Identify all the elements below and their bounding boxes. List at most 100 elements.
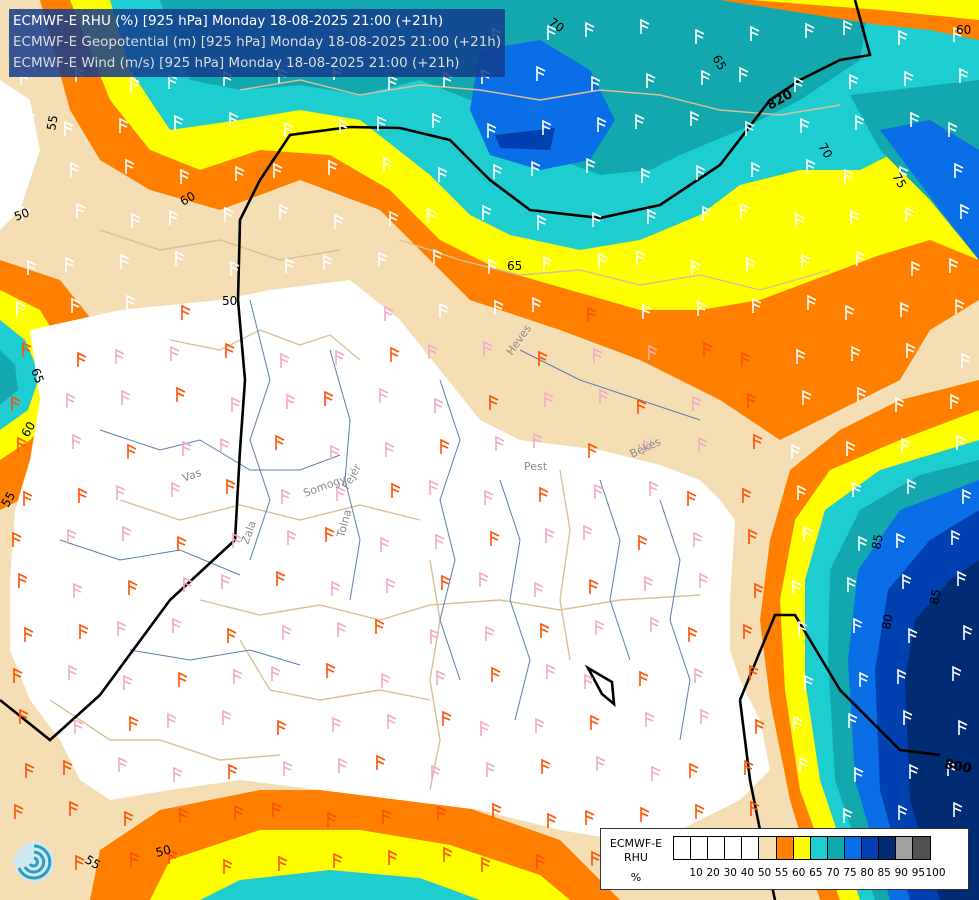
wind-barb [284, 121, 294, 137]
rhu-label-85: 85 [869, 533, 885, 550]
legend-tick-label: 95 [911, 867, 926, 879]
wind-barb [335, 349, 345, 365]
rhu-label-75: 75 [889, 171, 909, 191]
wind-barb [168, 848, 178, 864]
wind-barb [15, 164, 25, 180]
wind-barb [895, 396, 905, 412]
wind-barb [951, 529, 961, 545]
wind-barb [804, 674, 814, 690]
wind-barb [902, 573, 912, 589]
rhu-field-dry-interior [10, 280, 770, 840]
wind-barb [905, 206, 915, 222]
legend-tick-label: 30 [723, 867, 737, 879]
wind-barb [739, 66, 749, 82]
wind-barb [794, 76, 804, 92]
wind-barb [797, 484, 807, 500]
wind-barb [442, 710, 452, 726]
wind-barb [744, 759, 754, 775]
wind-barb [796, 348, 806, 364]
wind-barb [13, 667, 23, 683]
wind-barb [953, 26, 963, 42]
wind-barb [494, 299, 504, 315]
wind-barb [599, 388, 609, 404]
wind-barb [487, 122, 497, 138]
wind-barb [540, 622, 550, 638]
wind-barb [948, 121, 958, 137]
wind-barb [793, 715, 803, 731]
wind-barb [750, 800, 760, 816]
wind-barb [333, 852, 343, 868]
wind-barb [220, 437, 230, 453]
wind-barb [326, 662, 336, 678]
wind-barb [21, 205, 31, 221]
wind-barb [130, 851, 140, 867]
wind-barb [337, 621, 347, 637]
wind-barb [175, 250, 185, 266]
legend-tick-label: 100 [925, 867, 946, 879]
wind-barb [79, 623, 89, 639]
title-geopotential: ECMWF-E Geopotential (m) [925 hPa] Monda… [13, 34, 502, 50]
wind-barb [903, 709, 913, 725]
rhu-label-50c: 50 [154, 842, 172, 859]
wind-barb [439, 302, 449, 318]
wind-barb [746, 256, 756, 272]
wind-barb [329, 295, 339, 311]
wind-barb [807, 294, 817, 310]
wind-barb [854, 766, 864, 782]
wind-barb [585, 21, 595, 37]
geopotential-label-800: 800 [943, 757, 972, 776]
wind-barb [235, 165, 245, 181]
wind-barb [700, 708, 710, 724]
wind-barb [219, 301, 229, 317]
wind-barb [173, 766, 183, 782]
wind-barb [689, 762, 699, 778]
rhu-field-70-west [0, 320, 40, 430]
wind-barb [898, 29, 908, 45]
wind-barb [753, 433, 763, 449]
wind-barb [591, 75, 601, 91]
wind-barb [389, 210, 399, 226]
wind-barb [279, 203, 289, 219]
wind-barb [16, 300, 26, 316]
wind-barb [853, 617, 863, 633]
wind-barb [429, 479, 439, 495]
wind-barb [852, 481, 862, 497]
legend-title: ECMWF-E RHU [603, 837, 669, 865]
legend-swatch-100 [913, 837, 931, 859]
wind-barb [433, 248, 443, 264]
wind-barb [898, 804, 908, 820]
wind-barb [536, 65, 546, 81]
wind-barb [955, 298, 965, 314]
wind-barb [547, 24, 557, 40]
rhu-field-85-north [495, 128, 555, 150]
wind-barb [543, 255, 553, 271]
wind-barb [750, 25, 760, 41]
wind-barb [745, 120, 755, 136]
wind-barb [702, 205, 712, 221]
rhu-label-60b: 60 [956, 23, 971, 37]
wind-barb [11, 395, 21, 411]
wind-barb [272, 801, 282, 817]
wind-barb [542, 119, 552, 135]
wind-barb [741, 351, 751, 367]
wind-barb [848, 712, 858, 728]
rhu-field-70-south [200, 870, 480, 900]
wind-barb [701, 69, 711, 85]
legend-swatch-70 [810, 837, 828, 859]
legend-swatch-90 [879, 837, 897, 859]
wind-barb [592, 211, 602, 227]
wind-barb [539, 486, 549, 502]
color-legend: ECMWF-E RHU % 10 20 30 40 50 55 60 65 70 75 80 85 90… [600, 828, 969, 890]
wind-barb [493, 163, 503, 179]
wind-barb [70, 161, 80, 177]
wind-barb [911, 260, 921, 276]
wind-barb [174, 114, 184, 130]
wind-barb [956, 434, 966, 450]
wind-barb [547, 812, 557, 828]
wind-barb [430, 628, 440, 644]
rhu-field-75-west [0, 350, 18, 405]
wind-barb [541, 758, 551, 774]
wind-barb [273, 162, 283, 178]
wind-barb [588, 442, 598, 458]
